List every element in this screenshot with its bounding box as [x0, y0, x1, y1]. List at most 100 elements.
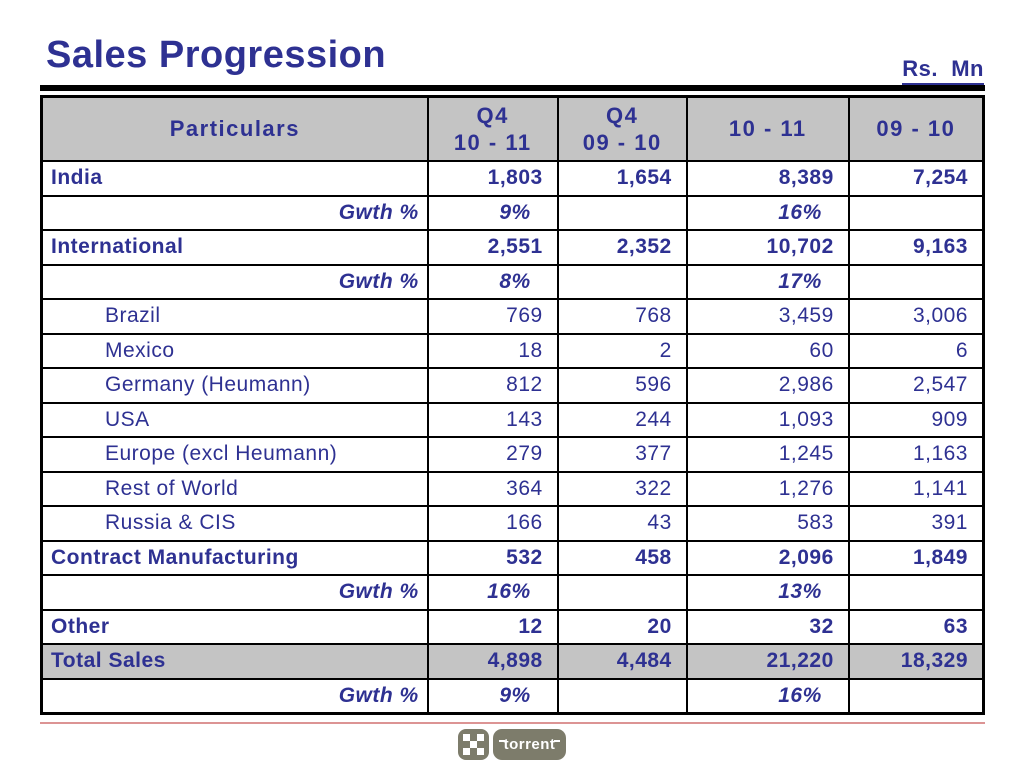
table-row: Total Sales 4,898 4,484 21,220 18,329: [40, 643, 985, 680]
row-label: Mexico: [40, 332, 429, 369]
cell-value: 2: [556, 332, 688, 369]
cell-value: [556, 574, 688, 611]
row-label: Europe (excl Heumann): [40, 436, 429, 473]
cell-value: 32: [685, 608, 850, 645]
cell-value: 2,352: [556, 229, 688, 266]
cell-value: 1,654: [556, 160, 688, 197]
cell-value: 279: [426, 436, 559, 473]
cell-value: 244: [556, 401, 688, 438]
cell-value: 377: [556, 436, 688, 473]
cell-value: 17%: [685, 263, 850, 300]
cell-value: 60: [685, 332, 850, 369]
cell-value: 1,093: [685, 401, 850, 438]
logo-dot: [476, 734, 484, 741]
table-row: Contract Manufacturing 532 458 2,096 1,849: [40, 539, 985, 576]
row-label: Contract Manufacturing: [40, 539, 429, 576]
cell-value: 1,849: [847, 539, 985, 576]
cell-value: 16%: [685, 194, 850, 231]
torrent-wordmark: torrent: [492, 729, 567, 760]
table-row: Rest of World 364 322 1,276 1,141: [40, 470, 985, 507]
cell-value: 812: [426, 367, 559, 404]
cell-value: 166: [426, 505, 559, 542]
cell-value: 12: [426, 608, 559, 645]
cell-value: 1,245: [685, 436, 850, 473]
row-label: Other: [40, 608, 429, 645]
cell-value: 2,551: [426, 229, 559, 266]
col-header-10-11: 10 - 11: [685, 95, 850, 162]
title-underline: [40, 85, 985, 91]
col-header-particulars: Particulars: [40, 95, 429, 162]
logo-dot: [476, 748, 484, 755]
cell-value: 4,484: [556, 643, 688, 680]
cell-value: 18: [426, 332, 559, 369]
row-label: India: [40, 160, 429, 197]
table-row: USA 143 244 1,093 909: [40, 401, 985, 438]
table-row: Mexico 18 2 60 6: [40, 332, 985, 369]
cell-value: 8%: [426, 263, 559, 300]
row-label: USA: [40, 401, 429, 438]
cell-value: 532: [426, 539, 559, 576]
cell-value: 18,329: [847, 643, 985, 680]
table-row: Other 12 20 32 63: [40, 608, 985, 645]
table-row: Gwth % 16% 13%: [40, 574, 985, 611]
table-row: Gwth % 9% 16%: [40, 194, 985, 231]
cell-value: 9,163: [847, 229, 985, 266]
cell-value: 63: [847, 608, 985, 645]
logo-crossbar-icon: [498, 739, 505, 742]
cell-value: 16%: [426, 574, 559, 611]
cell-value: 21,220: [685, 643, 850, 680]
cell-value: [556, 194, 688, 231]
cell-value: 9%: [426, 194, 559, 231]
unit-label: Rs. Mn: [902, 56, 984, 86]
row-label: Gwth %: [40, 574, 429, 611]
cell-value: 1,276: [685, 470, 850, 507]
row-label: International: [40, 229, 429, 266]
cell-value: 596: [556, 367, 688, 404]
row-label: Russia & CIS: [40, 505, 429, 542]
col-header-q4-09-10: Q4 09 - 10: [556, 95, 688, 162]
footer-divider: [40, 722, 985, 724]
table-row: Gwth % 8% 17%: [40, 263, 985, 300]
cell-value: 909: [847, 401, 985, 438]
logo-dot: [462, 748, 470, 755]
cell-value: 768: [556, 298, 688, 335]
cell-value: [847, 263, 985, 300]
row-label: Germany (Heumann): [40, 367, 429, 404]
cell-value: 583: [685, 505, 850, 542]
torrent-dice-icon: [457, 729, 489, 760]
table-row: India 1,803 1,654 8,389 7,254: [40, 160, 985, 197]
cell-value: [847, 574, 985, 611]
cell-value: 2,096: [685, 539, 850, 576]
row-label: Total Sales: [40, 643, 429, 680]
cell-value: 1,141: [847, 470, 985, 507]
torrent-logo: torrent: [0, 729, 1024, 760]
cell-value: 7,254: [847, 160, 985, 197]
row-label: Gwth %: [40, 194, 429, 231]
table-row: Germany (Heumann) 812 596 2,986 2,547: [40, 367, 985, 404]
table-row: Russia & CIS 166 43 583 391: [40, 505, 985, 542]
cell-value: 8,389: [685, 160, 850, 197]
cell-value: 4,898: [426, 643, 559, 680]
cell-value: 322: [556, 470, 688, 507]
col-header-09-10: 09 - 10: [847, 95, 985, 162]
cell-value: 10,702: [685, 229, 850, 266]
cell-value: 3,459: [685, 298, 850, 335]
logo-text: torrent: [503, 736, 556, 753]
page-title: Sales Progression: [46, 34, 387, 76]
row-label: Brazil: [40, 298, 429, 335]
table-body: India 1,803 1,654 8,389 7,254 Gwth % 9% 16% Inte…: [40, 160, 985, 715]
table-row: Europe (excl Heumann) 279 377 1,245 1,163: [40, 436, 985, 473]
logo-crossbar-icon: [554, 739, 561, 742]
table-row: International 2,551 2,352 10,702 9,163: [40, 229, 985, 266]
cell-value: 1,803: [426, 160, 559, 197]
cell-value: 143: [426, 401, 559, 438]
cell-value: [556, 677, 688, 715]
header-row: Particulars Q4 10 - 11 Q4 09 - 10 10 - 1…: [40, 95, 985, 162]
cell-value: 769: [426, 298, 559, 335]
logo-dot: [469, 741, 477, 748]
col-header-q4-10-11: Q4 10 - 11: [426, 95, 559, 162]
row-label: Gwth %: [40, 263, 429, 300]
cell-value: 9%: [426, 677, 559, 715]
cell-value: 20: [556, 608, 688, 645]
